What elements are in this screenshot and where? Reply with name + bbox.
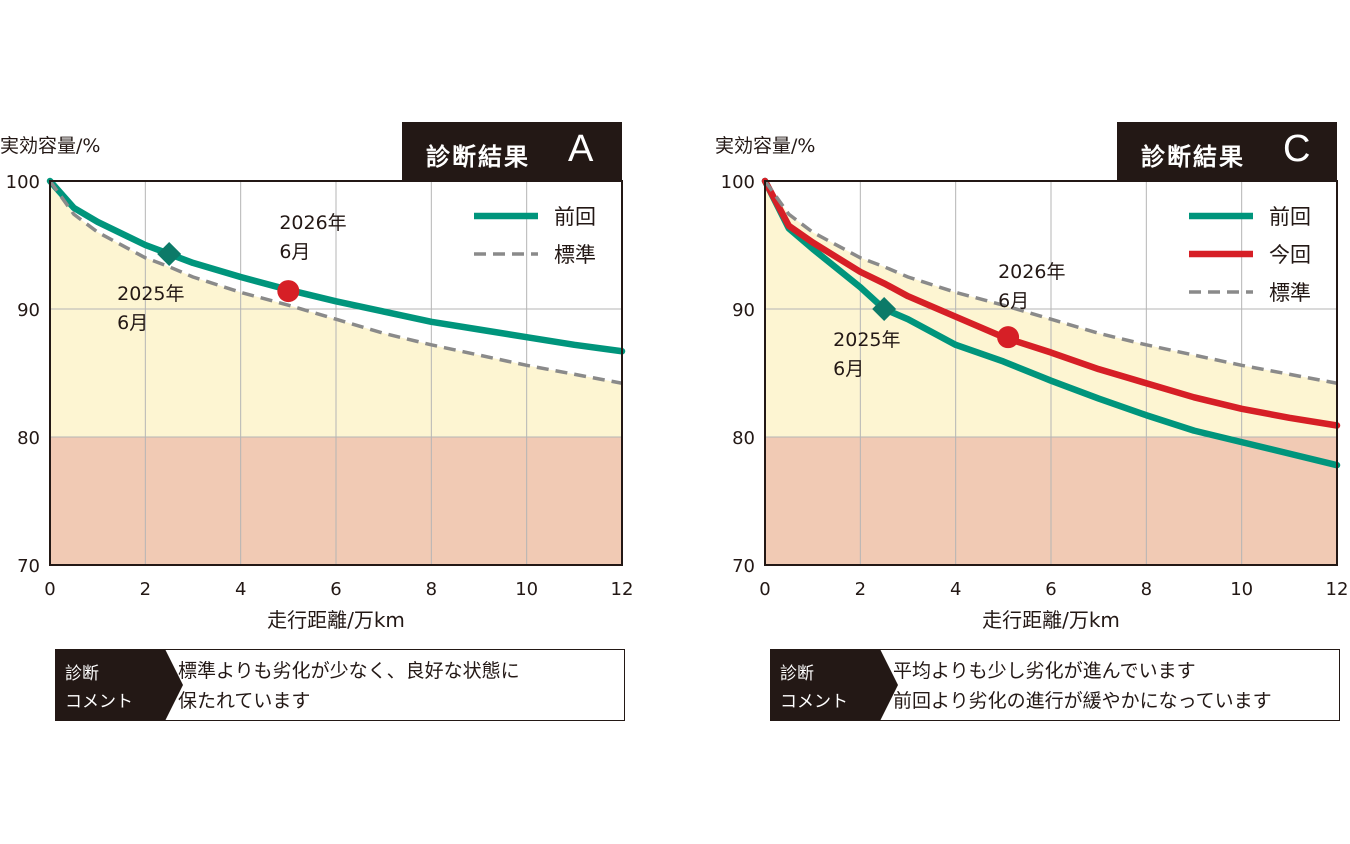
comment-header-line: 診断	[65, 664, 99, 684]
y-tick-label: 70	[732, 556, 755, 577]
point-date-label: 2025年	[117, 283, 184, 305]
comment-text: 標準よりも劣化が少なく、良好な状態に 保たれています	[178, 656, 520, 716]
point-date-label: 2026年	[279, 212, 346, 234]
comment-line: 前回より劣化の進行が緩やかになっています	[893, 690, 1272, 712]
x-tick-label: 12	[1326, 579, 1349, 600]
comment-arrow-shape	[165, 649, 183, 721]
y-tick-label: 100	[721, 172, 755, 193]
comment-text: 平均よりも少し劣化が進んでいます 前回より劣化の進行が緩やかになっています	[893, 656, 1272, 716]
diagnosis-comment-box: 診断 コメント 標準よりも劣化が少なく、良好な状態に 保たれています	[55, 649, 625, 721]
y-tick-label: 70	[17, 556, 40, 577]
x-axis-label: 走行距離/万km	[982, 608, 1120, 632]
point-date-label: 6月	[117, 312, 148, 334]
legend-label: 前回	[1269, 205, 1311, 229]
x-tick-label: 10	[515, 579, 538, 600]
y-tick-label: 100	[6, 172, 40, 193]
x-tick-label: 2	[855, 579, 866, 600]
y-axis-label: 実効容量/%	[715, 135, 816, 157]
diagnosis-result-badge: 診断結果 A	[402, 122, 622, 180]
legend-label: 今回	[1269, 243, 1311, 267]
comment-header-line: 診断	[780, 664, 814, 684]
x-tick-label: 0	[44, 579, 55, 600]
chart-panel-c: 実効容量/% 診断結果 C 0 2 4 6 8 10 12 70 80 90 100 走行距離/万km…	[715, 0, 1350, 844]
comment-arrow-shape	[880, 649, 898, 721]
plot-frame	[764, 180, 1338, 566]
series-line	[763, 179, 1338, 385]
battery-capacity-chart-c: 0 2 4 6 8 10 12 70 80 90 100 走行距離/万km 2025年 6月 2026年 6月…	[721, 172, 1349, 632]
diagnosis-comment-box: 診断 コメント 平均よりも少し劣化が進んでいます 前回より劣化の進行が緩やかにな…	[770, 649, 1340, 721]
point-date-label: 6月	[833, 358, 864, 380]
x-tick-label: 6	[1045, 579, 1056, 600]
chart-panel-a: 実効容量/% 診断結果 A 0 2 4 6 8 10 12 70 80 90 100 走行距離/万km…	[0, 0, 640, 844]
point-marker-circle	[997, 326, 1020, 349]
legend-label: 標準	[554, 243, 596, 267]
point-marker-diamond	[872, 297, 897, 321]
comment-header: 診断 コメント	[55, 649, 165, 721]
comment-line: 保たれています	[178, 690, 311, 712]
point-date-label: 6月	[998, 290, 1029, 312]
point-marker-circle	[277, 280, 300, 303]
x-tick-label: 4	[950, 579, 961, 600]
x-tick-label: 4	[235, 579, 246, 600]
point-date-label: 2025年	[833, 329, 900, 351]
comment-line: 標準よりも劣化が少なく、良好な状態に	[178, 660, 520, 682]
x-tick-label: 6	[330, 579, 341, 600]
series-line	[761, 177, 1341, 469]
plot-frame	[49, 180, 623, 566]
battery-capacity-chart-a: 0 2 4 6 8 10 12 70 80 90 100 走行距離/万km 2025年 6月 2026年 6月…	[6, 172, 634, 632]
y-axis-label: 実効容量/%	[0, 135, 101, 157]
point-date-label: 2026年	[998, 261, 1065, 283]
x-tick-label: 12	[611, 579, 634, 600]
comment-header-line: コメント	[65, 692, 133, 712]
comment-header-line: コメント	[780, 692, 848, 712]
diagnosis-result-badge: 診断結果 C	[1117, 122, 1337, 180]
x-tick-label: 2	[140, 579, 151, 600]
x-tick-label: 8	[1141, 579, 1152, 600]
x-tick-label: 0	[759, 579, 770, 600]
comment-line: 平均よりも少し劣化が進んでいます	[893, 660, 1196, 682]
x-axis-label: 走行距離/万km	[267, 608, 405, 632]
legend-label: 標準	[1269, 281, 1311, 305]
y-tick-label: 80	[732, 428, 755, 449]
diagnosis-result-label: 診断結果	[426, 143, 530, 171]
y-tick-label: 90	[732, 300, 755, 321]
legend-label: 前回	[554, 205, 596, 229]
y-tick-label: 90	[17, 300, 40, 321]
x-tick-label: 8	[426, 579, 437, 600]
series-line	[48, 179, 623, 385]
diagnosis-result-label: 診断結果	[1141, 143, 1245, 171]
diagnosis-grade: A	[568, 128, 594, 170]
diagnosis-grade: C	[1283, 128, 1311, 170]
comment-header: 診断 コメント	[770, 649, 880, 721]
y-tick-label: 80	[17, 428, 40, 449]
point-date-label: 6月	[279, 241, 310, 263]
point-marker-diamond	[157, 241, 182, 266]
x-tick-label: 10	[1230, 579, 1253, 600]
